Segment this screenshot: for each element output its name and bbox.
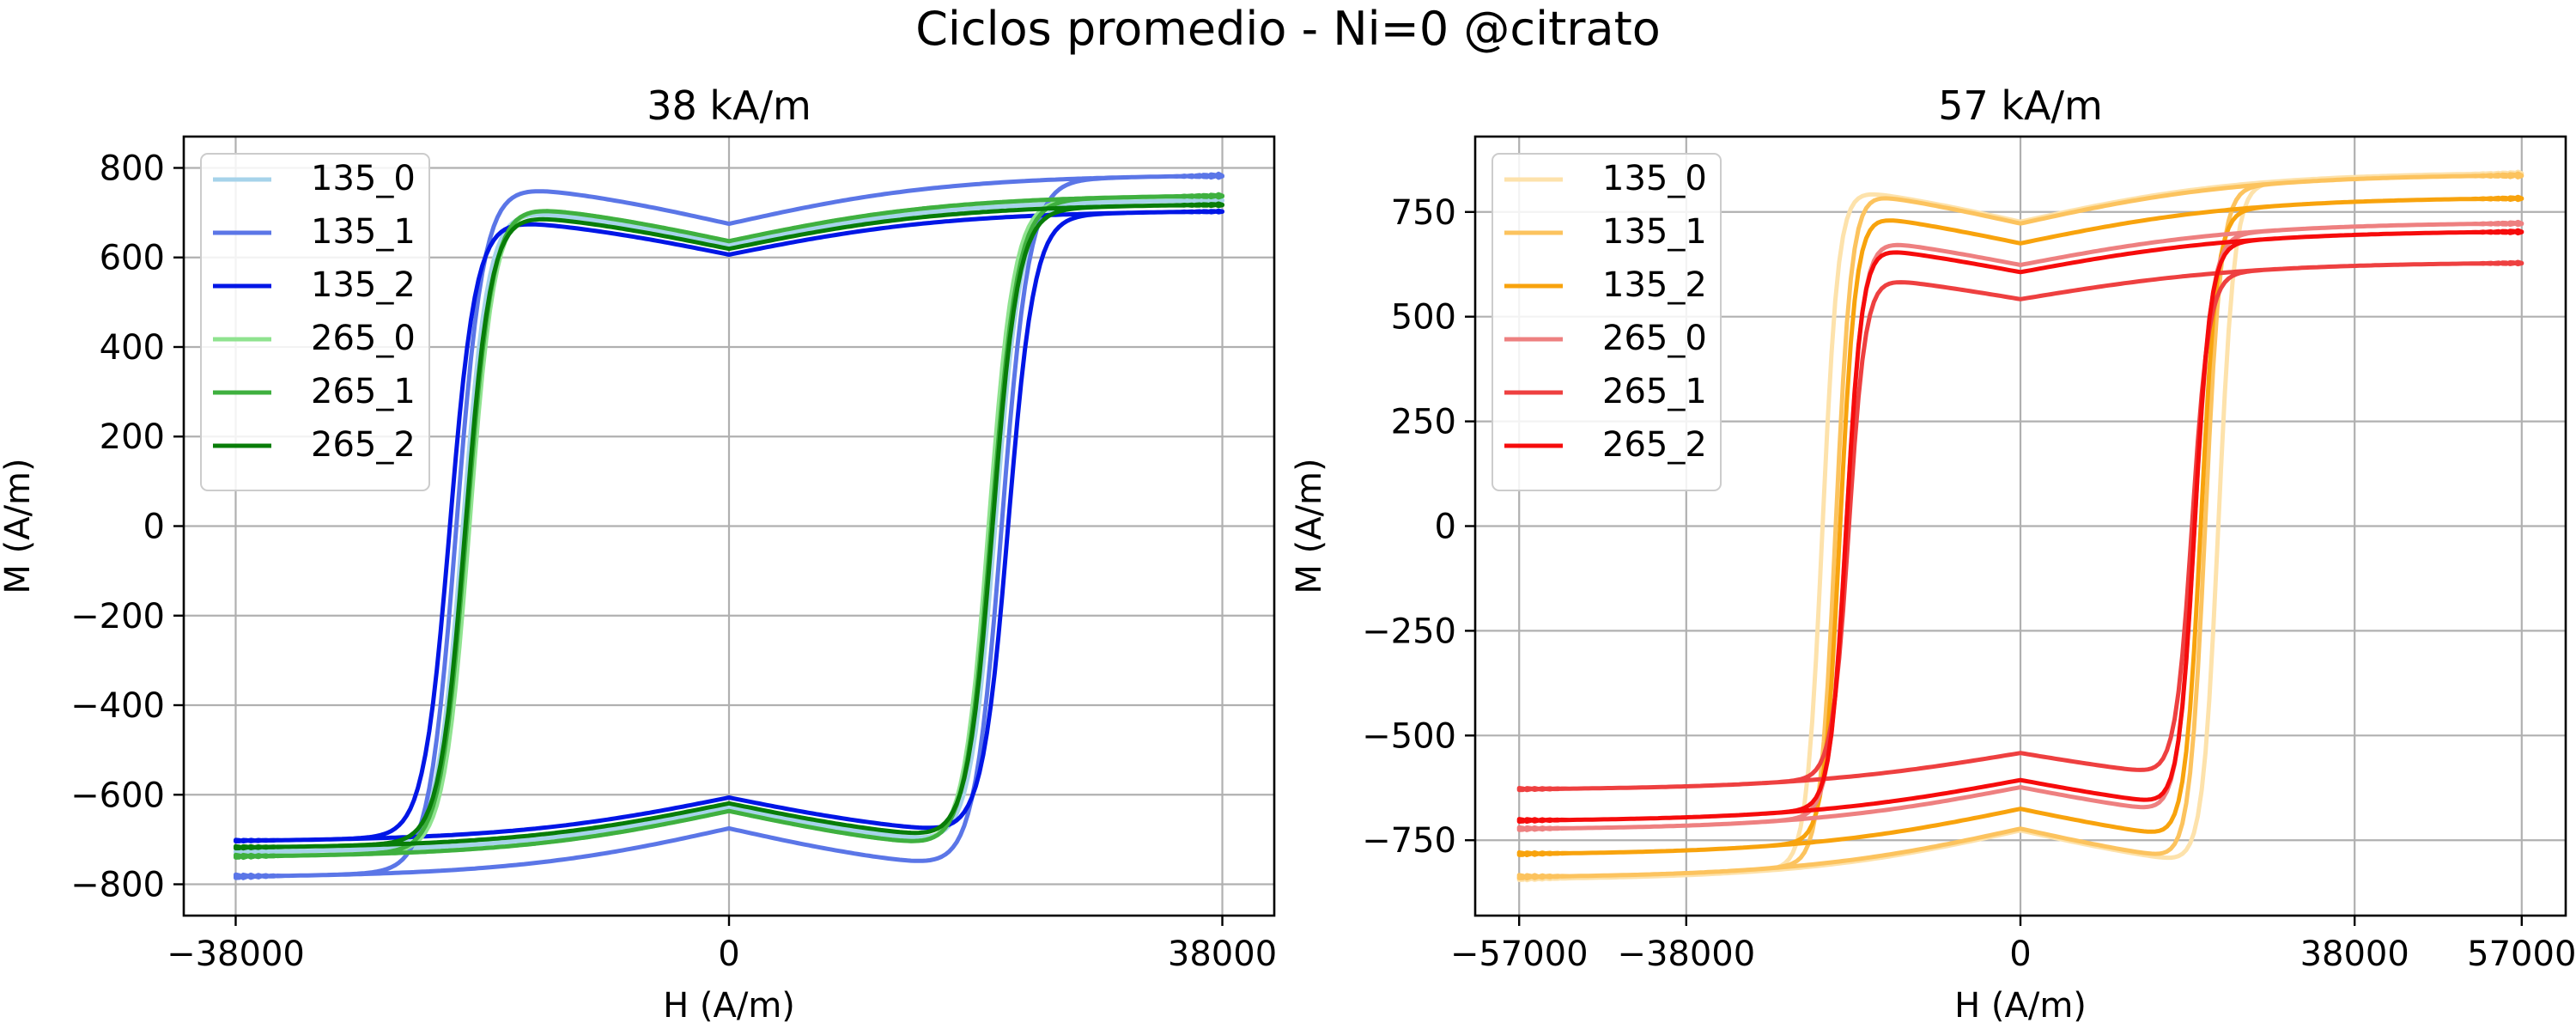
x-tick-label: 57000 — [2467, 935, 2576, 974]
y-tick-label: 0 — [143, 508, 165, 547]
x-axis-label: H (A/m) — [1954, 986, 2087, 1026]
series-group — [234, 171, 1224, 880]
y-tick-label: 750 — [1391, 193, 1456, 233]
series-line-265_2 — [1516, 228, 2524, 825]
subplot-title: 57 kA/m — [1938, 82, 2103, 129]
x-tick-label: −38000 — [1617, 935, 1755, 974]
y-tick-label: −500 — [1362, 716, 1456, 756]
legend-label: 135_1 — [311, 212, 416, 252]
series-line-265_1 — [1516, 259, 2524, 793]
y-axis-label: M (A/m) — [0, 458, 38, 594]
subplot-title: 38 kA/m — [647, 82, 811, 129]
x-tick-label: −57000 — [1450, 935, 1589, 974]
y-tick-label: 500 — [1391, 298, 1456, 338]
x-tick-label: 0 — [2009, 935, 2031, 974]
legend-box — [200, 153, 430, 491]
figure-suptitle: Ciclos promedio - Ni=0 @citrato — [915, 2, 1661, 56]
y-tick-label: −250 — [1362, 612, 1456, 651]
series-line-135_0 — [234, 197, 1224, 855]
chart-panel-2: −57000 −38000 0 38000 57000 −750 −500 −250 0 250 5… — [1290, 82, 2576, 1026]
y-tick-label: −600 — [70, 776, 165, 815]
series-line-135_1 — [1516, 171, 2524, 881]
legend: 135_0 135_1 135_2 265_0 265_1 265_2 — [1492, 153, 1722, 491]
y-axis-label: M (A/m) — [1290, 458, 1329, 594]
y-tick-label: −400 — [70, 686, 165, 726]
legend-label: 265_1 — [1602, 372, 1707, 411]
legend-label: 265_0 — [1602, 319, 1707, 358]
series-group — [1516, 169, 2524, 883]
series-line-265_1 — [234, 192, 1224, 861]
y-tick-label: −200 — [70, 597, 165, 636]
legend: 135_0 135_1 135_2 265_0 265_1 265_2 — [200, 153, 430, 491]
series-line-265_2 — [234, 201, 1224, 851]
x-tick-label: 0 — [718, 935, 739, 974]
legend-label: 135_2 — [1602, 265, 1707, 305]
series-line-135_1 — [234, 171, 1224, 880]
legend-label: 135_2 — [311, 265, 416, 305]
y-tick-label: 0 — [1435, 508, 1456, 547]
legend-label: 135_0 — [311, 159, 416, 198]
legend-label: 265_2 — [311, 425, 416, 465]
x-tick-label: 38000 — [1168, 935, 1277, 974]
legend-label: 265_0 — [311, 319, 416, 358]
x-axis-label: H (A/m) — [663, 986, 795, 1026]
legend-label: 135_0 — [1602, 159, 1707, 198]
series-line-135_2 — [1516, 194, 2524, 857]
y-tick-label: −800 — [70, 866, 165, 905]
legend-box — [1492, 153, 1722, 491]
legend-label: 265_2 — [1602, 425, 1707, 465]
y-tick-label: 200 — [100, 417, 165, 457]
x-tick-label: 38000 — [2300, 935, 2409, 974]
x-tick-label: −38000 — [167, 935, 305, 974]
y-tick-label: 250 — [1391, 403, 1456, 442]
y-tick-label: 600 — [100, 239, 165, 278]
chart-panel-1: −38000 0 38000 −800 −600 −400 −200 0 200 400 600 80… — [0, 82, 1277, 1026]
y-tick-label: 400 — [100, 328, 165, 368]
series-line-135_2 — [234, 208, 1224, 843]
y-tick-label: −750 — [1362, 821, 1456, 861]
y-tick-label: 800 — [100, 149, 165, 188]
legend-label: 135_1 — [1602, 212, 1707, 252]
legend-label: 265_1 — [311, 372, 416, 411]
